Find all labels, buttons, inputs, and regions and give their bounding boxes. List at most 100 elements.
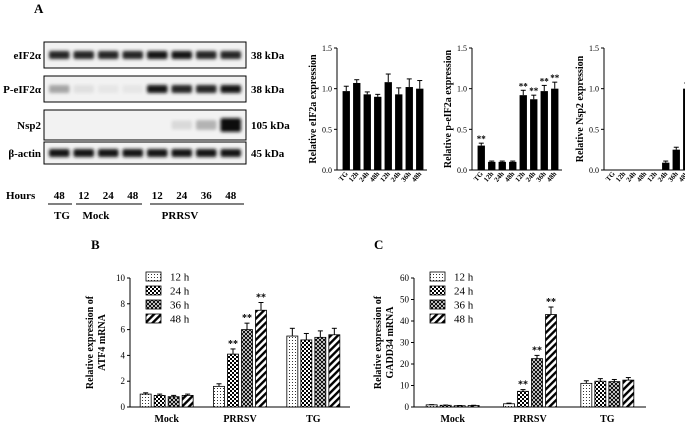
- y-axis-label: Relative p-eIF2a expression: [443, 49, 454, 168]
- y-tick-label: 1.5: [457, 44, 467, 53]
- legend-label: 48 h: [454, 314, 474, 326]
- x-tick-label: Mock: [154, 414, 179, 425]
- y-tick-label: 2: [121, 376, 126, 386]
- y-tick-label: 0.5: [322, 125, 332, 134]
- x-tick-label: 48h: [410, 170, 423, 184]
- bar: [227, 353, 239, 408]
- y-tick-label: 0.0: [457, 166, 467, 175]
- blot-band: [122, 51, 143, 59]
- blot-band: [98, 149, 119, 157]
- y-tick-label: 20: [400, 359, 410, 369]
- y-axis-label: Relative Nsp2 expression: [575, 55, 586, 162]
- blot-hour-label: 12: [78, 190, 90, 202]
- bar: [608, 381, 621, 408]
- y-tick-label: 1.0: [589, 85, 599, 94]
- blot-band: [196, 85, 217, 93]
- blot-group-label: PRRSV: [162, 210, 199, 222]
- x-tick-label: PRRSV: [513, 414, 547, 425]
- bar: [395, 94, 403, 170]
- y-tick-label: 60: [400, 273, 410, 283]
- y-tick-label: 0.5: [457, 125, 467, 134]
- legend-swatch: [429, 313, 446, 324]
- significance-marker: **: [477, 134, 487, 144]
- bar: [153, 394, 166, 408]
- bar: [622, 379, 635, 408]
- bar: [353, 82, 361, 170]
- significance-marker: **: [519, 81, 529, 91]
- blot-kda-0: 38 kDa: [251, 50, 285, 62]
- blot-band: [147, 149, 168, 157]
- blot-label-0: eIF2α: [13, 50, 41, 62]
- bar: [213, 385, 225, 408]
- legend-swatch: [145, 271, 162, 282]
- bar: [241, 329, 253, 408]
- chart-atf4: 0 2 4 6 8 10 Relative expression of ATF4 mRNA Mo…: [85, 271, 350, 425]
- x-tick-label: 48h: [677, 170, 685, 184]
- y-tick-label: 10: [400, 381, 410, 391]
- y-tick-label: 1.5: [589, 44, 599, 53]
- y-tick-label: 1.5: [322, 44, 332, 53]
- hours-label: Hours: [6, 190, 36, 202]
- y-tick-label: 40: [400, 316, 410, 326]
- legend-label: 24 h: [170, 286, 190, 298]
- bar: [139, 393, 152, 408]
- blot-band: [220, 149, 241, 157]
- legend-swatch: [429, 299, 446, 310]
- significance-marker: **: [529, 86, 539, 96]
- blot-hour-label: 12: [152, 190, 164, 202]
- blot-hour-label: 48: [127, 190, 139, 202]
- blot-group-label: TG: [54, 210, 70, 222]
- bar: [662, 162, 670, 170]
- y-tick-label: 0.5: [589, 125, 599, 134]
- bar: [540, 91, 548, 170]
- bar: [488, 161, 496, 170]
- y-tick-label: 0.0: [322, 166, 332, 175]
- panel-label-a: A: [34, 1, 44, 16]
- blot-band: [196, 149, 217, 157]
- y-axis-label: ATF4 mRNA: [97, 313, 108, 371]
- bar: [545, 314, 557, 408]
- blot-band: [171, 120, 192, 130]
- significance-marker: **: [228, 339, 238, 350]
- bar: [425, 404, 438, 408]
- y-tick-label: 6: [121, 325, 126, 335]
- blot-label-2: Nsp2: [17, 120, 41, 132]
- blot-label-1: P-eIF2α: [3, 84, 42, 96]
- bar: [416, 88, 424, 170]
- blot-hour-label: 48: [54, 190, 66, 202]
- y-tick-label: 0.0: [589, 166, 599, 175]
- bar: [503, 403, 515, 408]
- blot-band: [49, 51, 70, 59]
- significance-marker: **: [242, 313, 252, 324]
- blot-kda-1: 38 kDa: [251, 84, 285, 96]
- x-tick-label: 48h: [545, 170, 558, 184]
- blot-band: [98, 51, 119, 59]
- bar: [328, 334, 341, 408]
- significance-marker: **: [532, 345, 542, 356]
- bar: [342, 91, 350, 170]
- blot-band: [171, 149, 192, 157]
- bar: [594, 380, 607, 408]
- blot-band: [73, 149, 94, 157]
- legend-swatch: [145, 285, 162, 296]
- legend-swatch: [429, 285, 446, 296]
- blot-band: [49, 149, 70, 157]
- bar: [384, 82, 392, 170]
- y-tick-label: 0: [405, 402, 410, 412]
- bar: [580, 382, 593, 408]
- legend-swatch: [429, 271, 446, 282]
- y-axis-label: Relative expression of: [85, 295, 96, 389]
- blot-kda-3: 45 kDa: [251, 148, 285, 160]
- legend-label: 48 h: [170, 314, 190, 326]
- legend-label: 36 h: [170, 300, 190, 312]
- blot-band: [122, 149, 143, 157]
- bar: [286, 335, 299, 408]
- legend-label: 12 h: [170, 272, 190, 284]
- blot-band: [147, 85, 168, 93]
- x-tick-label: TG: [600, 414, 615, 425]
- legend-label: 12 h: [454, 272, 474, 284]
- blot-hour-label: 24: [176, 190, 188, 202]
- bar: [255, 309, 267, 408]
- bar: [167, 396, 180, 408]
